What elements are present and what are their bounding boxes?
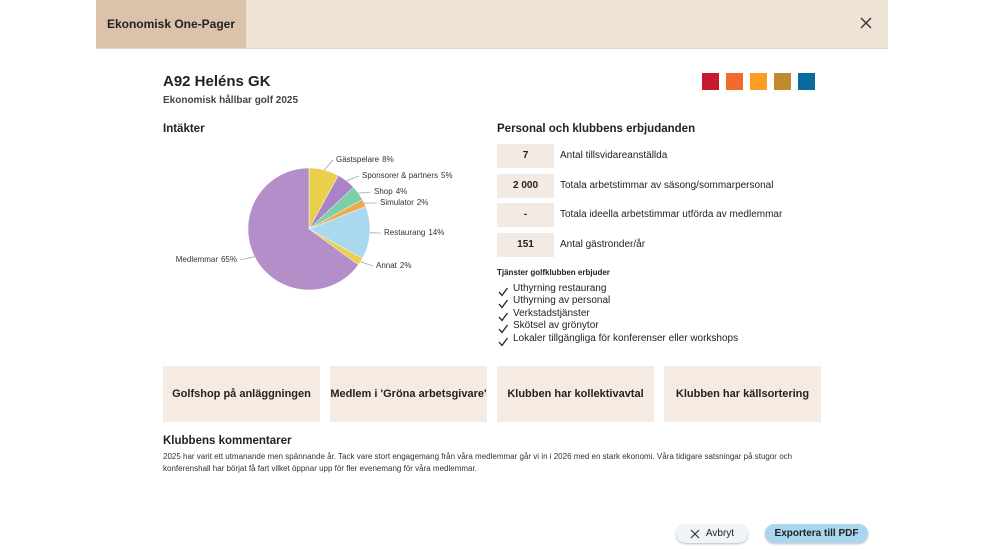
club-subtitle: Ekonomisk hållbar golf 2025	[163, 95, 299, 106]
stat-label: Totala arbetstimmar av säsong/sommarpers…	[560, 179, 774, 191]
slice-label: Restaurang 14%	[384, 228, 444, 237]
service-item: Skötsel av grönytor	[513, 320, 599, 332]
badge: Golfshop på anläggningen	[163, 366, 320, 422]
leader-line	[358, 191, 372, 194]
slice-value-label: 2%	[417, 198, 429, 207]
slice-category: Sponsorer & partners	[362, 171, 438, 180]
leader-line	[323, 159, 334, 171]
pie-slice	[247, 167, 359, 291]
stat-value: 151	[497, 232, 554, 257]
check-icon	[498, 284, 509, 302]
slice-label: Gästspelare 8%	[336, 155, 394, 164]
slice-value-label: 14%	[428, 228, 444, 237]
sdg-icon	[726, 73, 743, 90]
staff-title: Personal och klubbens erbjudanden	[497, 123, 696, 135]
slice-category: Simulator	[380, 198, 414, 207]
slice-value-label: 65%	[221, 255, 237, 264]
header-title: Ekonomisk One-Pager	[96, 0, 246, 48]
slice-category: Shop	[374, 187, 393, 196]
slice-value-label: 8%	[382, 155, 394, 164]
leader-line	[360, 261, 374, 267]
service-item: Uthyrning av personal	[513, 295, 611, 307]
check-icon	[498, 321, 509, 339]
export-button[interactable]: Exportera till PDF	[765, 524, 868, 543]
slice-category: Annat	[376, 261, 398, 270]
comments-text: 2025 har varit ett utmanande men spännan…	[163, 452, 793, 473]
cancel-label: Avbryt	[705, 528, 735, 539]
slice-label: Simulator 2%	[380, 198, 428, 207]
service-item: Verkstadstjänster	[513, 307, 590, 319]
slice-category: Medlemmar	[176, 255, 219, 264]
slice-category: Restaurang	[384, 228, 425, 237]
pie-slice	[308, 206, 371, 259]
slice-value-label: 5%	[441, 171, 453, 180]
stat-value: 7	[497, 144, 554, 168]
chart-title: Intäkter	[163, 123, 205, 135]
slice-label: Shop 4%	[374, 187, 407, 196]
check-icon	[498, 296, 509, 314]
services-title: Tjänster golfklubben erbjuder	[497, 268, 610, 277]
stat-value: 2 000	[497, 173, 554, 198]
cancel-icon	[690, 529, 700, 538]
comments-title: Klubbens kommentarer	[163, 435, 292, 447]
stat-value: -	[497, 203, 554, 227]
sdg-icon	[750, 73, 767, 90]
slice-label: Sponsorer & partners 5%	[362, 171, 453, 180]
check-icon	[498, 309, 509, 327]
slice-label: Annat 2%	[376, 261, 411, 270]
cancel-button[interactable]: Avbryt	[676, 524, 748, 543]
slice-value-label: 2%	[400, 261, 412, 270]
badge: Klubben har källsortering	[664, 366, 821, 422]
stat-label: Totala ideella arbetstimmar utförda av m…	[560, 209, 783, 220]
service-item: Uthyrning restaurang	[513, 283, 607, 294]
service-item: Lokaler tillgängliga för konferenser ell…	[513, 332, 739, 344]
slice-category: Gästspelare	[336, 155, 380, 164]
badge: Klubben har kollektivavtal	[497, 366, 654, 422]
club-name: A92 Heléns GK	[163, 73, 271, 90]
header: Ekonomisk One-Pager	[96, 0, 888, 49]
slice-value-label: 4%	[396, 187, 408, 196]
sdg-icon	[702, 73, 719, 90]
sdg-icon	[798, 73, 815, 90]
pie-chart: Gästspelare 8% Sponsorer & partners 5% Shop 4…	[176, 155, 453, 291]
close-button[interactable]	[860, 17, 872, 29]
slice-label: Medlemmar 65%	[176, 255, 237, 264]
sdg-icon	[774, 73, 791, 90]
check-icon	[498, 334, 509, 352]
badge: Medlem i 'Gröna arbetsgivare'	[330, 366, 487, 422]
stat-label: Antal tillsvidareanställda	[560, 150, 668, 161]
leader-line	[346, 175, 360, 182]
leader-line	[239, 256, 255, 261]
stat-label: Antal gästronder/år	[560, 238, 646, 250]
